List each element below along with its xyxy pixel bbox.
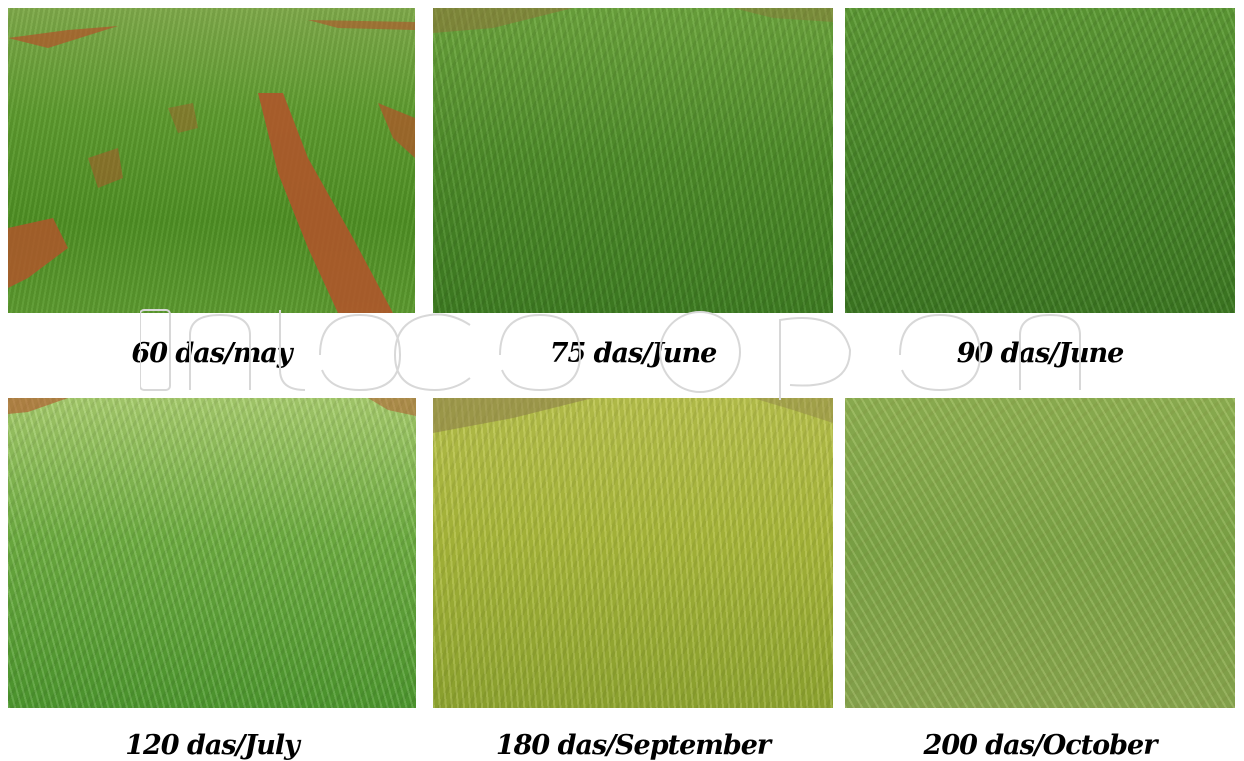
grass-photo-180-das (433, 398, 833, 708)
caption-120-das: 120 das/July (125, 730, 300, 761)
grass-photo-75-das (433, 8, 833, 313)
soil-rows (8, 20, 415, 313)
caption-90-das: 90 das/June (956, 338, 1125, 369)
grass-photo-200-das (845, 398, 1235, 708)
caption-180-das: 180 das/September (495, 730, 771, 761)
grass-photo-120-das (8, 398, 416, 708)
grass-photo-60-das (8, 8, 415, 313)
soil-edge (433, 398, 833, 433)
caption-60-das: 60 das/may (131, 338, 292, 369)
caption-200-das: 200 das/October (923, 730, 1158, 761)
caption-75-das: 75 das/June (549, 338, 718, 369)
soil-edge (8, 398, 416, 416)
soil-edge (433, 8, 833, 33)
grass-photo-90-das (845, 8, 1235, 313)
